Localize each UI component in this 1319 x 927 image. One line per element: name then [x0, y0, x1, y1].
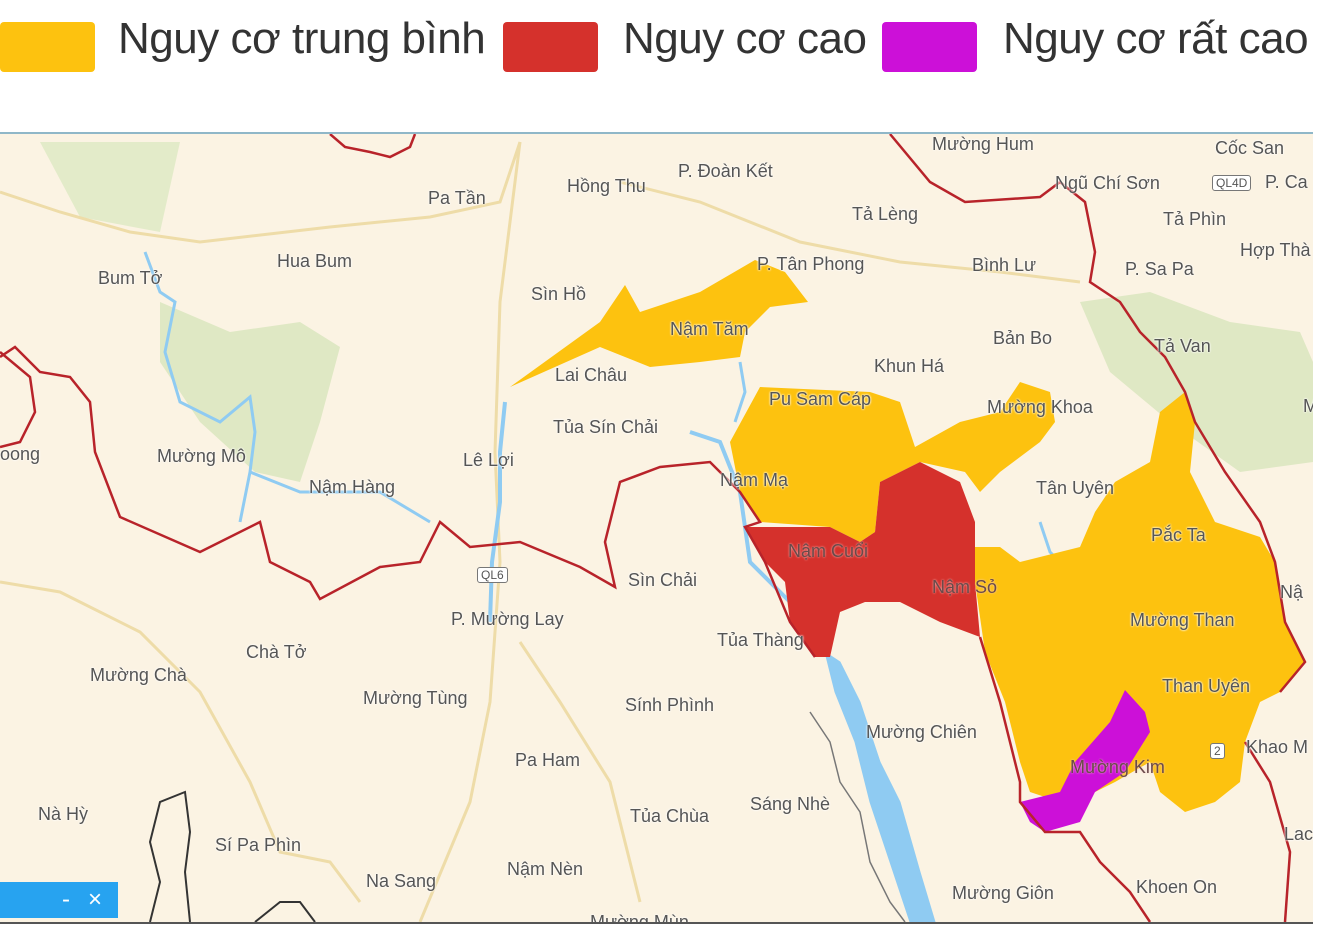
forest-area [160, 302, 340, 482]
risk-zone-very-high-muong-kim [1020, 690, 1150, 832]
place-label: Nậm Mạ [720, 470, 789, 490]
place-label: Mường Chiên [866, 722, 977, 742]
place-label: Mường Hum [932, 134, 1034, 154]
place-label: Mường Than [1130, 610, 1235, 630]
forest-area [1080, 292, 1313, 472]
place-label: P. Đoàn Kết [678, 161, 773, 181]
place-label: Hua Bum [277, 251, 353, 271]
place-label: Tả Lèng [852, 204, 919, 224]
legend-label-high-risk: Nguy cơ cao [623, 14, 867, 63]
place-label: Chà Tở [246, 642, 307, 662]
place-label: Mường Mùn [590, 912, 689, 924]
place-label: Than Uyên [1162, 676, 1251, 696]
place-label: Bum Tở [98, 268, 163, 288]
place-label: oong [0, 444, 41, 464]
place-label: Mường Kim [1070, 757, 1165, 777]
risk-zone-medium-than-uyen [975, 392, 1305, 812]
place-label: Nậm Sỏ [932, 577, 998, 597]
place-label: Nậm Cuổi [788, 541, 869, 561]
legend-swatch-medium-risk [0, 22, 95, 72]
legend-swatch-high-risk [503, 22, 598, 72]
place-label: P. Sa Pa [1125, 259, 1194, 279]
district-boundaries [148, 711, 906, 922]
place-label: Tả Phìn [1163, 209, 1227, 229]
legend-label-medium-risk: Nguy cơ trung bình [118, 14, 486, 63]
place-label: Na Sang [366, 871, 437, 891]
place-label: Sìn Chải [628, 570, 698, 590]
place-label: Sáng Nhè [750, 794, 831, 814]
road-shield: QL6 [477, 567, 508, 583]
place-label: Ngũ Chí Sơn [1055, 173, 1160, 193]
place-label: M [1303, 396, 1313, 417]
place-label: Khoen On [1136, 877, 1218, 897]
place-label: Mường Chà [90, 665, 187, 685]
province-boundaries [0, 134, 1307, 922]
place-label: Sí Pa Phìn [215, 835, 302, 855]
place-label: Pu Sam Cáp [769, 389, 872, 409]
map-legend: Nguy cơ trung bình Nguy cơ cao Nguy cơ r… [0, 0, 1319, 130]
place-label: Lai Châu [555, 365, 628, 385]
place-label: Bình Lư [972, 255, 1037, 275]
map-shapes [0, 134, 1313, 922]
place-label: Mường Tùng [363, 688, 468, 708]
place-label: Mường Khoa [987, 397, 1093, 417]
place-label: Nậm Nèn [507, 859, 584, 879]
place-label: P. Ca [1265, 172, 1308, 192]
place-label: Khao M [1246, 737, 1309, 757]
road-shield: 2 [1210, 743, 1225, 759]
risk-zone-medium-nam-tam [510, 260, 808, 387]
place-label: Cốc San [1215, 138, 1285, 158]
place-label: Pắc Ta [1151, 525, 1206, 545]
place-label: Mường Mô [157, 446, 246, 466]
place-label: Sính Phình [625, 695, 715, 715]
place-label: Hợp Thà [1240, 240, 1311, 260]
floating-panel-bar: - × [0, 882, 118, 918]
place-label: Pa Tần [428, 188, 486, 208]
place-label: Tủa Chùa [630, 806, 710, 826]
place-label: P. Tân Phong [757, 254, 865, 274]
place-label: Khun Há [874, 356, 945, 376]
place-label: Hồng Thu [567, 176, 646, 196]
place-label: Sìn Hồ [531, 284, 587, 304]
legend-label-very-high-risk: Nguy cơ rất cao [1003, 14, 1309, 63]
place-label: Lê Lợi [463, 450, 514, 470]
risk-zone-high-nam-cuoi-nam-so [745, 462, 980, 657]
place-label: Pa Ham [515, 750, 581, 770]
map-canvas[interactable]: Mường Hum Cốc San Hồng Thu P. Đoàn Kết P… [0, 132, 1313, 924]
place-label: Bản Bo [993, 328, 1053, 348]
place-label: P. Mường Lay [451, 609, 564, 629]
close-button[interactable]: × [88, 886, 103, 913]
place-label: Tủa Thàng [717, 630, 804, 650]
road-shield: QL4D [1212, 175, 1252, 191]
legend-swatch-very-high-risk [882, 22, 977, 72]
place-label: Nậm Hàng [309, 477, 396, 497]
place-label: Nậm Tăm [670, 319, 749, 339]
place-label: Mường Giôn [952, 883, 1054, 903]
minimize-button[interactable]: - [62, 886, 70, 913]
place-label: Nà Hỳ [38, 804, 89, 824]
roads [0, 141, 1081, 922]
place-label: Lac [1284, 824, 1313, 844]
place-label: Tủa Sín Chải [553, 417, 659, 437]
place-label: Tả Van [1154, 336, 1211, 356]
place-label: Nậ [1280, 582, 1304, 602]
forest-area [40, 142, 180, 232]
risk-zone-medium-pu-sam-cap [730, 382, 1055, 542]
place-label: Tân Uyên [1036, 478, 1115, 498]
